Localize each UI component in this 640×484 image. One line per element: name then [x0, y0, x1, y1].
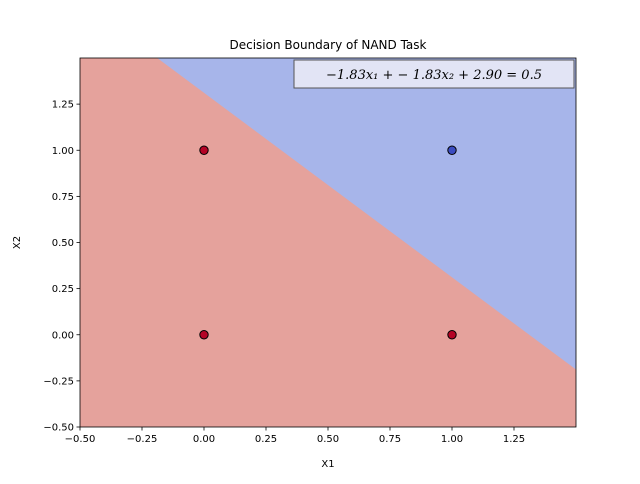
equation-label: −1.83x₁ + − 1.83x₂ + 2.90 = 0.5 [326, 68, 542, 83]
x-tick-label: 0.25 [255, 434, 277, 445]
y-tick-label: 1.25 [52, 100, 74, 111]
y-tick-label: 0.00 [52, 330, 74, 341]
equation-box [293, 59, 575, 89]
data-point-class-0 [447, 145, 457, 155]
y-tick-label: 0.50 [52, 238, 74, 249]
y-axis-label: X2 [12, 236, 23, 249]
x-axis-label: X1 [321, 459, 334, 470]
y-tick-label: 1.00 [52, 146, 74, 157]
y-tick-label: −0.25 [43, 376, 74, 387]
y-tick-label: 0.25 [52, 284, 74, 295]
data-point-class-1 [447, 330, 457, 340]
equation-annotation: −1.83x₁ + − 1.83x₂ + 2.90 = 0.5 [293, 59, 575, 89]
x-tick-label: 1.25 [503, 434, 525, 445]
chart-title: Decision Boundary of NAND Task [229, 38, 426, 52]
data-point-class-1 [199, 145, 209, 155]
x-tick-label: 0.00 [193, 434, 215, 445]
x-tick-label: 1.00 [441, 434, 463, 445]
y-tick-label: −0.50 [43, 423, 74, 434]
x-tick-label: −0.50 [65, 434, 96, 445]
x-tick-label: −0.25 [127, 434, 158, 445]
x-tick-label: 0.75 [379, 434, 401, 445]
data-point-class-1 [199, 330, 209, 340]
x-tick-label: 0.50 [317, 434, 339, 445]
y-tick-label: 0.75 [52, 192, 74, 203]
region-class-0 [157, 58, 576, 370]
